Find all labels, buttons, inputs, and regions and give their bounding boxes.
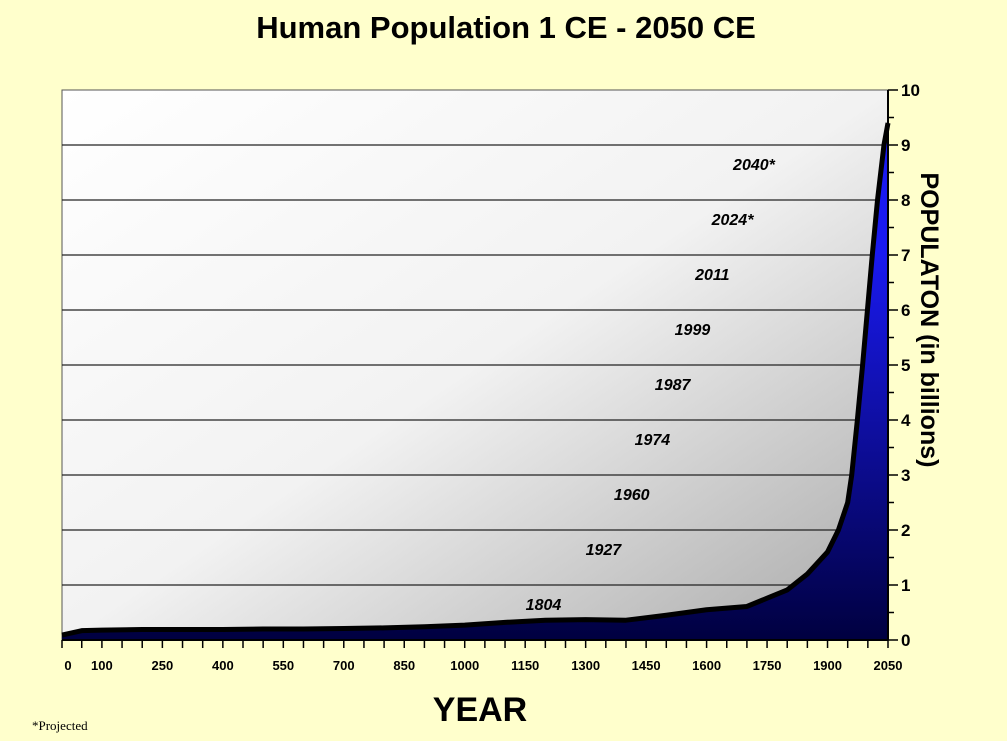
x-tick-label: 700 — [333, 658, 355, 673]
y-tick-label: 3 — [901, 466, 910, 485]
milestone-label: 1987 — [655, 377, 692, 394]
y-axis-title: POPULATON (in billions) — [915, 173, 943, 468]
x-tick-label: 400 — [212, 658, 234, 673]
x-tick-label: 100 — [91, 658, 113, 673]
y-tick-label: 0 — [901, 631, 910, 650]
milestone-labels: 1804 1927 1960 1974 1987 1999 2011 2024* 2040* — [526, 157, 776, 614]
milestone-label: 1999 — [675, 322, 711, 339]
milestone-label: 1974 — [635, 432, 671, 449]
x-tick-label: 1600 — [692, 658, 721, 673]
grid-lines — [62, 144, 888, 586]
x-tick-label: 850 — [393, 658, 415, 673]
x-tick-label: 1750 — [753, 658, 782, 673]
x-tick-label: 250 — [152, 658, 174, 673]
y-axis: 0 1 2 3 4 5 6 7 8 9 10 — [887, 81, 920, 650]
milestone-label: 2011 — [694, 267, 730, 284]
x-tick-label: 1150 — [511, 658, 539, 673]
x-axis-title: YEAR — [433, 691, 527, 729]
milestone-label: 1804 — [526, 597, 562, 614]
population-area-series — [61, 122, 891, 640]
population-line — [61, 122, 891, 638]
x-tick-label: 1300 — [571, 658, 600, 673]
x-tick-label: 1000 — [450, 658, 479, 673]
chart-title: Human Population 1 CE - 2050 CE — [256, 10, 756, 45]
y-tick-label: 9 — [901, 136, 910, 155]
footnote: *Projected — [32, 718, 88, 733]
population-area — [62, 123, 888, 640]
y-tick-label: 5 — [901, 356, 910, 375]
y-tick-label: 6 — [901, 301, 910, 320]
x-axis: 0 100 250 400 550 700 850 1000 1150 1300 1450 1600 1… — [61, 639, 903, 673]
milestone-label: 1927 — [586, 542, 623, 559]
y-tick-label: 2 — [901, 521, 910, 540]
x-tick-label: 550 — [272, 658, 294, 673]
y-tick-label: 7 — [901, 246, 910, 265]
x-tick-label: 2050 — [874, 658, 903, 673]
x-tick-label: 1900 — [813, 658, 842, 673]
x-tick-label: 0 — [64, 658, 71, 673]
milestone-label: 2040* — [732, 157, 776, 174]
y-tick-label: 1 — [901, 576, 910, 595]
y-tick-label: 8 — [901, 191, 910, 210]
x-tick-label: 1450 — [632, 658, 661, 673]
y-tick-label: 4 — [901, 411, 911, 430]
y-tick-label: 10 — [901, 81, 920, 100]
milestone-label: 1960 — [614, 487, 650, 504]
milestone-label: 2024* — [711, 212, 755, 229]
